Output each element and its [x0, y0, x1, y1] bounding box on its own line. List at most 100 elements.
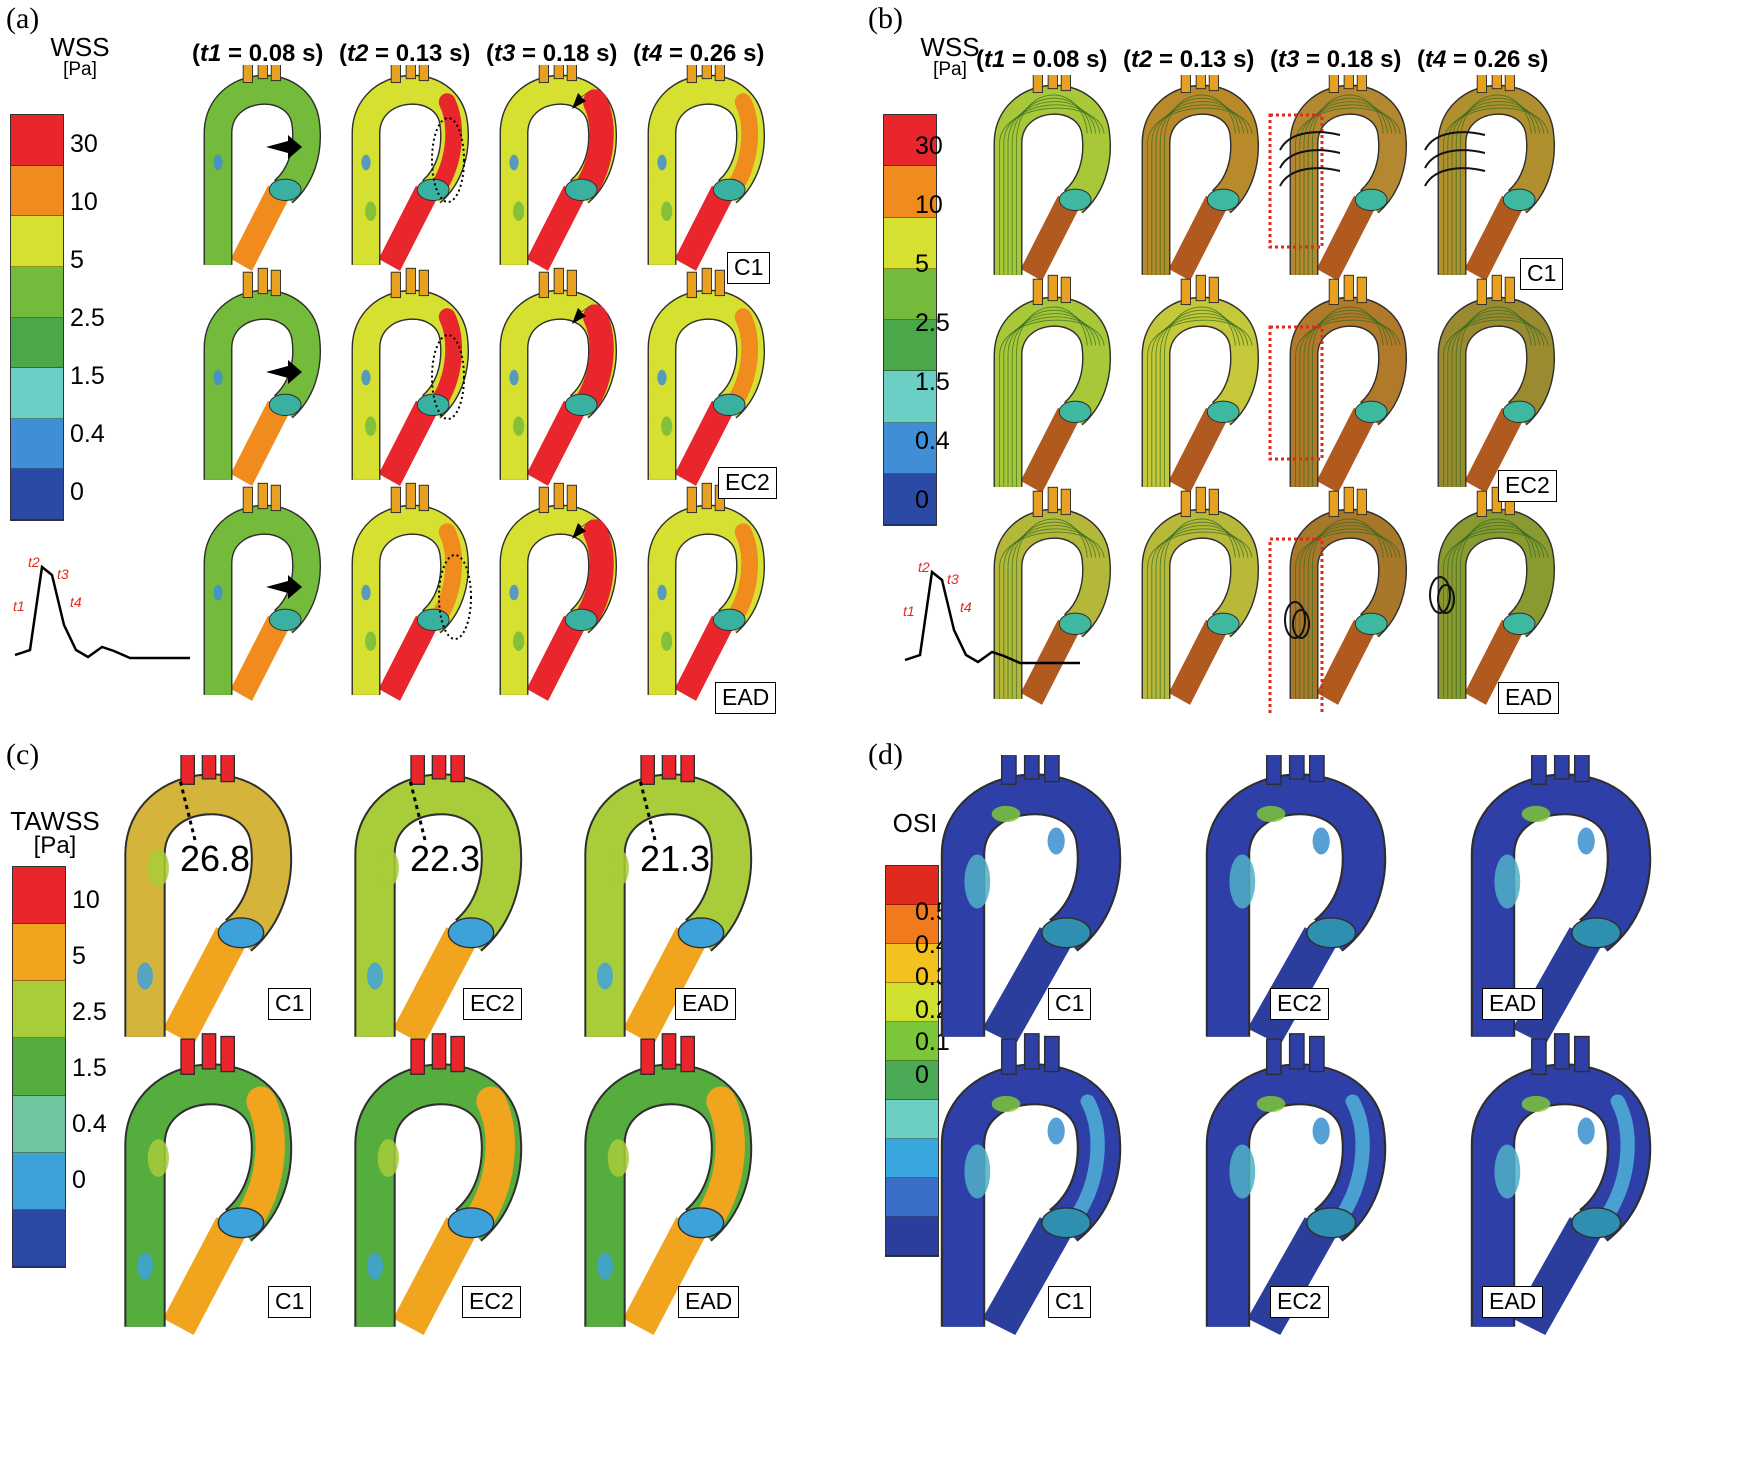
colorbar-band [11, 368, 63, 419]
pointer-arrow [178, 779, 197, 841]
panel-a: (a) WSS [Pa] 30 10 5 2.5 1.5 0.4 0 (t1 = 0.08 … [0, 0, 870, 720]
time-header-t1: (t1 = 0.08 s) [192, 40, 324, 67]
colorbar-band [13, 1038, 65, 1096]
time-header-t2: (t2 = 0.13 s) [339, 40, 471, 67]
aorta-model [124, 1033, 293, 1336]
colorbar-tick: 10 [915, 191, 943, 219]
colorbar-band [11, 266, 63, 318]
aorta-streamline-grid [993, 75, 1555, 715]
model-label: EC2 [1270, 988, 1329, 1020]
model-label: C1 [268, 988, 312, 1020]
row-label: EAD [715, 682, 777, 714]
vortex-loop [1284, 601, 1306, 639]
colorbar-tick: 10 [72, 886, 100, 914]
wave-label-t2: t2 [28, 555, 40, 570]
wave-label-t4: t4 [960, 599, 972, 615]
colorbar-band [886, 1217, 938, 1256]
legend-title: TAWSS [Pa] [10, 806, 100, 859]
osi-aorta-grid [940, 755, 1652, 1336]
colorbar-tick: 5 [915, 250, 929, 278]
row-label: EC2 [1498, 470, 1557, 502]
aorta-model [1437, 274, 1555, 493]
colorbar-band [886, 983, 938, 1022]
model-label: C1 [1048, 988, 1092, 1020]
model-label: EAD [1482, 988, 1544, 1020]
colorbar-band [886, 1178, 938, 1217]
colorbar-band [884, 115, 936, 167]
colorbar-tick: 30 [915, 132, 943, 160]
marker-arrow [572, 87, 595, 109]
colorbar-band [886, 944, 938, 983]
aorta-model [499, 482, 617, 701]
wave-label-t4: t4 [70, 594, 82, 610]
marker-arrow [266, 360, 302, 384]
colorbar-band [884, 217, 936, 269]
colorbar-band [11, 115, 63, 166]
vortex-loop [1292, 609, 1310, 639]
row-label: C1 [727, 252, 771, 284]
marker-arrow [266, 575, 302, 599]
vortex-arrow [1279, 149, 1341, 169]
colorbar-band [11, 469, 63, 520]
aorta-model [203, 267, 321, 486]
panel-label: (d) [868, 738, 903, 771]
colorbar-tick: 0.4 [72, 1110, 107, 1138]
time-header-t3: (t3 = 0.18 s) [1270, 46, 1402, 73]
model-label: EAD [678, 1286, 740, 1318]
aorta-model [354, 1033, 523, 1336]
wave-label-t2: t2 [918, 560, 930, 575]
highlight-ellipse [438, 554, 472, 640]
aorta-model [351, 267, 469, 486]
aorta-model [940, 755, 1122, 1046]
colorbar-band [884, 268, 936, 320]
model-label: EC2 [1270, 1286, 1329, 1318]
aorta-model [351, 482, 469, 701]
aorta-model [1141, 75, 1259, 281]
colorbar-band [886, 1100, 938, 1139]
vortex-loop [1437, 584, 1455, 614]
colorbar-band [884, 320, 936, 372]
vortex-arrow [1279, 131, 1341, 151]
colorbar-band [11, 418, 63, 470]
colorbar-band [884, 166, 936, 218]
colorbar-tick: 0 [72, 1166, 86, 1194]
wave-label-t3: t3 [57, 566, 69, 582]
panel-d: (d) OSI 0.5 0.4 0.3 0.2 0.1 0 C1 EC2 EAD C1 EC2 EA… [868, 730, 1743, 1479]
time-header-t3: (t3 = 0.18 s) [486, 40, 618, 67]
panel-label: (a) [6, 2, 40, 35]
aorta-model [993, 274, 1111, 493]
aorta-model [203, 65, 321, 271]
aorta-model [1470, 755, 1652, 1046]
colorbar-tick: 0 [70, 478, 84, 506]
aorta-model [940, 1033, 1122, 1336]
colorbar-band [13, 1095, 65, 1153]
colorbar-band [11, 165, 63, 217]
colorbar-tick: 0 [915, 1060, 929, 1089]
colorbar-band [886, 1022, 938, 1061]
row-label: C1 [1520, 258, 1564, 290]
panel-label: (b) [868, 2, 903, 35]
legend-title: OSI [892, 808, 938, 838]
aorta-model [584, 1033, 753, 1336]
model-label: C1 [268, 1286, 312, 1318]
aorta-model [993, 75, 1111, 281]
aorta-model [584, 755, 753, 1046]
flow-waveform: t2 t3 t1 t4 [13, 555, 190, 660]
aorta-model [124, 755, 293, 1046]
time-header-t4: (t4 = 0.26 s) [633, 40, 765, 67]
colorbar-tick: 2.5 [70, 304, 105, 332]
marker-arrow [266, 135, 302, 159]
colorbar-band [886, 905, 938, 944]
aorta-model [1205, 1033, 1387, 1336]
time-header-t1: (t1 = 0.08 s) [976, 46, 1108, 73]
colorbar-tick: 10 [70, 188, 98, 216]
aorta-model [1437, 486, 1555, 705]
peak-tawss-value: 21.3 [640, 838, 711, 879]
osi-colorbar [885, 865, 939, 1257]
aorta-model [1289, 274, 1407, 493]
aorta-model [499, 267, 617, 486]
wave-label-t1: t1 [13, 598, 25, 614]
legend-title: WSS [Pa] [920, 32, 980, 80]
aorta-grid [203, 65, 765, 701]
colorbar-band [11, 216, 63, 267]
